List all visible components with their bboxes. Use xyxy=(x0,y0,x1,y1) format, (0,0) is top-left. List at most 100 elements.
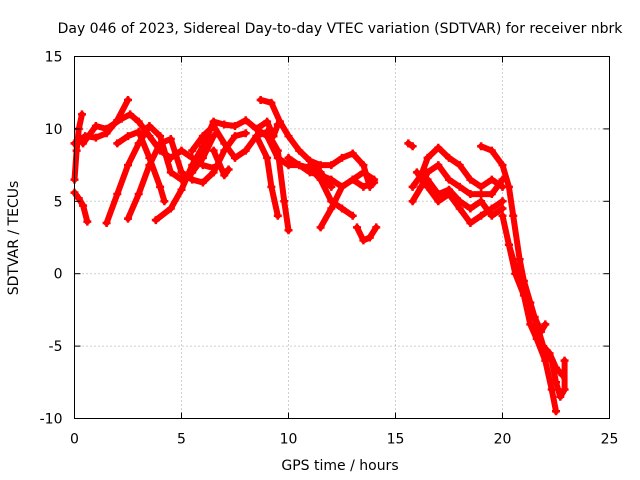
data-point-arc-27 xyxy=(552,378,560,387)
data-point-arc-6 xyxy=(166,135,175,144)
data-point-arc-15 xyxy=(327,204,336,213)
data-point-arc-13 xyxy=(359,161,368,170)
data-point-arc-25 xyxy=(552,407,560,416)
series-arc-17 xyxy=(354,224,380,244)
data-point-arc-7 xyxy=(145,153,154,162)
data-point-arc-4 xyxy=(134,117,143,126)
data-point-arc-27 xyxy=(560,356,569,365)
data-point-arc-13 xyxy=(267,98,276,107)
data-point-arc-20 xyxy=(445,175,453,184)
series-arc-13 xyxy=(257,96,373,190)
data-point-arc-9 xyxy=(241,146,250,155)
data-point-arc-14 xyxy=(284,153,293,162)
data-point-arc-20 xyxy=(434,161,443,170)
series-arc-2 xyxy=(71,189,91,225)
data-point-arc-21 xyxy=(412,168,421,177)
data-point-arc-13 xyxy=(284,132,293,141)
data-point-arc-6 xyxy=(231,132,239,141)
data-point-arc-17 xyxy=(365,233,374,242)
data-point-arc-4 xyxy=(91,122,100,131)
data-point-arc-13 xyxy=(275,117,284,126)
data-point-arc-24 xyxy=(498,211,507,220)
data-point-arc-19 xyxy=(487,175,496,184)
data-point-arc-22 xyxy=(466,204,475,213)
data-point-arc-20 xyxy=(408,197,417,206)
data-point-arc-13 xyxy=(338,153,346,162)
data-point-arc-9 xyxy=(209,122,218,131)
data-point-arc-3 xyxy=(91,133,100,142)
data-point-arc-8 xyxy=(198,142,207,151)
data-point-arc-26 xyxy=(541,320,550,329)
data-point-arc-1 xyxy=(72,146,81,155)
data-point-arc-4 xyxy=(126,110,135,119)
data-point-arc-6 xyxy=(177,168,186,177)
data-point-arc-22 xyxy=(487,211,496,220)
data-point-arc-19 xyxy=(408,182,417,191)
data-point-arc-19 xyxy=(434,143,443,152)
x-tick-label: 10 xyxy=(280,432,298,448)
data-point-arc-16 xyxy=(316,168,325,177)
data-point-arc-9 xyxy=(220,139,229,148)
x-tick-label: 25 xyxy=(601,432,619,448)
data-point-arc-27 xyxy=(556,392,565,401)
data-point-arc-13 xyxy=(295,146,304,155)
data-point-arc-5 xyxy=(156,132,165,141)
x-tick-label: 0 xyxy=(70,432,79,448)
data-point-arc-7 xyxy=(113,139,122,148)
data-point-arc-20 xyxy=(487,190,496,199)
data-point-arc-25 xyxy=(511,269,520,278)
data-point-arc-14 xyxy=(338,204,346,213)
data-point-arc-23 xyxy=(477,142,486,151)
series-arc-25 xyxy=(505,241,559,415)
data-point-arc-16 xyxy=(327,182,336,191)
data-point-arc-15 xyxy=(338,182,346,191)
data-point-arc-6 xyxy=(188,175,197,184)
data-point-arc-8 xyxy=(151,216,160,225)
chart-title: Day 046 of 2023, Sidereal Day-to-day VTE… xyxy=(58,21,624,37)
data-point-arc-9 xyxy=(284,226,293,235)
data-point-arc-5 xyxy=(198,153,207,162)
data-point-arc-11 xyxy=(252,132,261,141)
data-point-arc-13 xyxy=(316,161,325,170)
data-point-arc-18 xyxy=(408,142,417,151)
data-point-arc-1 xyxy=(77,110,86,119)
x-tick-label: 15 xyxy=(387,432,405,448)
data-point-arc-19 xyxy=(423,153,432,162)
x-axis-label: GPS time / hours xyxy=(281,458,398,474)
data-point-arc-8 xyxy=(177,185,186,194)
data-point-arc-15 xyxy=(370,175,379,184)
data-point-arc-5 xyxy=(209,132,218,141)
data-point-arc-22 xyxy=(423,175,432,184)
data-point-arc-23 xyxy=(498,161,507,170)
data-point-arc-4 xyxy=(177,146,186,155)
data-point-arc-17 xyxy=(359,236,368,245)
data-point-arc-13 xyxy=(256,95,265,104)
data-point-arc-4 xyxy=(102,124,111,133)
data-point-arc-21 xyxy=(434,197,443,206)
data-point-arc-12 xyxy=(263,117,272,126)
data-point-arc-17 xyxy=(372,223,381,232)
data-point-arc-2 xyxy=(83,217,92,226)
data-point-arc-21 xyxy=(466,219,475,228)
data-point-arc-4 xyxy=(145,132,154,141)
series-arc-11 xyxy=(253,133,281,219)
data-point-arc-19 xyxy=(466,175,475,184)
data-point-arc-25 xyxy=(526,320,535,329)
data-point-arc-22 xyxy=(498,204,507,213)
series-arc-19 xyxy=(409,144,506,190)
data-point-arc-5 xyxy=(102,219,111,228)
data-point-arc-20 xyxy=(477,190,486,199)
y-tick-label: 5 xyxy=(54,194,63,210)
data-point-arc-16 xyxy=(305,161,314,170)
data-point-arc-21 xyxy=(498,197,507,206)
data-point-arc-9 xyxy=(273,146,282,155)
y-tick-label: 15 xyxy=(45,50,63,66)
data-point-arc-20 xyxy=(423,168,432,177)
data-point-arc-5 xyxy=(145,122,154,131)
plot-frame xyxy=(74,56,610,419)
data-point-arc-7 xyxy=(156,182,165,191)
data-point-arc-9 xyxy=(188,146,197,155)
data-point-arc-8 xyxy=(166,204,175,213)
data-point-arc-11 xyxy=(273,211,282,220)
data-point-arc-26 xyxy=(537,327,546,336)
